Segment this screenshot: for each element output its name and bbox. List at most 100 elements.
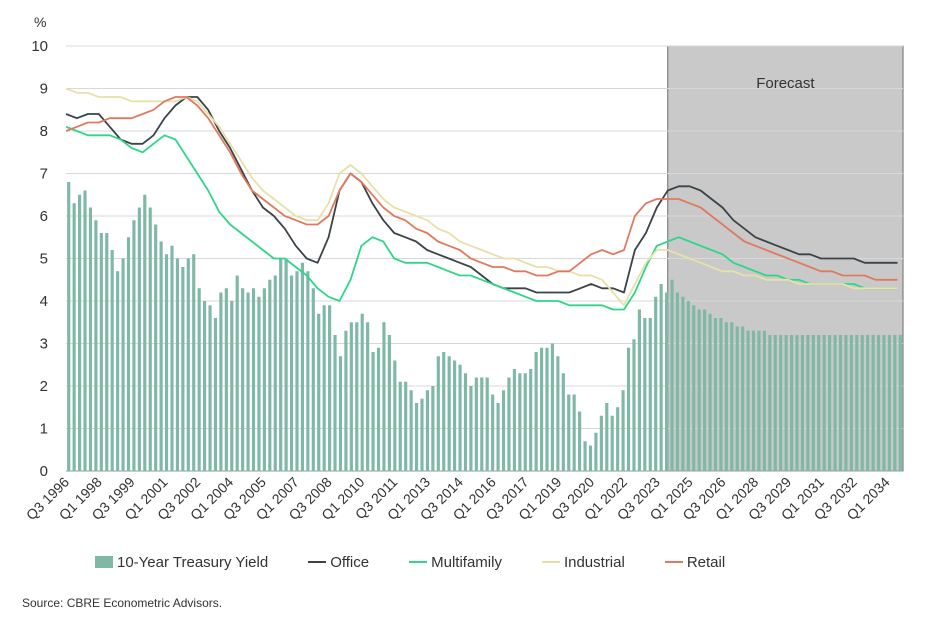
treasury-bar xyxy=(746,330,750,471)
legend-label: Industrial xyxy=(563,553,625,571)
legend-label: 10-Year Treasury Yield xyxy=(117,553,269,571)
treasury-bar xyxy=(529,369,533,471)
treasury-bar xyxy=(371,352,375,471)
treasury-bar xyxy=(175,258,179,471)
treasury-bar xyxy=(295,271,299,471)
treasury-bar xyxy=(741,326,745,471)
treasury-bar xyxy=(338,356,343,471)
treasury-bar xyxy=(659,284,663,471)
treasury-bar xyxy=(88,207,93,471)
treasury-bar xyxy=(768,335,772,471)
legend-item: Industrial xyxy=(541,553,625,571)
treasury-bar xyxy=(137,207,141,471)
treasury-bar xyxy=(605,403,609,471)
treasury-bar xyxy=(572,394,576,471)
treasury-bar xyxy=(279,258,283,471)
treasury-bar xyxy=(887,335,891,471)
forecast-label: Forecast xyxy=(756,75,815,92)
treasury-bar xyxy=(126,237,131,471)
treasury-bar xyxy=(257,296,261,471)
treasury-bar xyxy=(116,271,120,471)
treasury-bar xyxy=(241,288,245,471)
treasury-bar xyxy=(458,364,462,471)
treasury-bar xyxy=(735,326,739,471)
treasury-bar xyxy=(621,390,625,471)
treasury-bar xyxy=(784,335,788,471)
treasury-bar xyxy=(811,335,815,471)
treasury-bar xyxy=(121,258,125,471)
treasury-bar xyxy=(817,335,821,471)
treasury-bar xyxy=(469,386,473,471)
legend-item: 10-Year Treasury Yield xyxy=(95,554,268,571)
treasury-bar xyxy=(713,318,718,471)
treasury-bar xyxy=(409,390,413,471)
treasury-bar xyxy=(94,220,98,471)
source-note: Source: CBRE Econometric Advisors. xyxy=(22,596,223,610)
treasury-bar xyxy=(762,330,766,471)
y-tick-label: 4 xyxy=(40,293,48,310)
treasury-bar xyxy=(148,207,152,471)
legend-item: Office xyxy=(308,554,369,571)
treasury-bar xyxy=(72,203,76,471)
treasury-bar xyxy=(431,386,435,471)
treasury-bar xyxy=(251,288,256,471)
treasury-bar xyxy=(507,377,511,471)
treasury-bar xyxy=(333,335,337,471)
treasury-bar xyxy=(213,318,218,471)
treasury-bar xyxy=(838,335,843,471)
treasury-bar xyxy=(724,322,728,471)
treasury-bar xyxy=(501,390,506,471)
legend-label: Multifamily xyxy=(431,553,502,571)
y-tick-label: 9 xyxy=(40,81,48,98)
treasury-bar xyxy=(730,322,734,471)
treasury-bar xyxy=(610,415,614,471)
treasury-bar xyxy=(518,373,522,471)
treasury-bar xyxy=(197,288,201,471)
treasury-bar xyxy=(882,335,886,471)
treasury-bar xyxy=(322,305,326,471)
treasury-bar xyxy=(181,267,185,471)
series-line-retail xyxy=(65,96,898,281)
treasury-bar xyxy=(800,335,805,471)
legend-item: Multifamily xyxy=(409,554,502,571)
y-tick-label: 7 xyxy=(40,166,48,183)
treasury-bar xyxy=(871,335,875,471)
treasury-bar xyxy=(192,254,196,471)
treasury-bar xyxy=(648,318,652,471)
treasury-bar xyxy=(284,258,288,471)
treasury-bar xyxy=(224,288,228,471)
treasury-bar xyxy=(349,322,353,471)
treasury-bar xyxy=(616,407,620,471)
y-tick-label: 6 xyxy=(40,208,48,225)
y-tick-label: 1 xyxy=(40,421,48,438)
treasury-bar xyxy=(876,335,881,471)
treasury-bar xyxy=(306,271,310,471)
treasury-bar xyxy=(893,335,897,471)
treasury-bar xyxy=(164,254,169,471)
legend: 10-Year Treasury Yield Office Multifamily I… xyxy=(95,552,915,572)
treasury-bar xyxy=(154,224,158,471)
treasury-bar xyxy=(795,335,799,471)
treasury-bar xyxy=(578,411,582,471)
treasury-bar xyxy=(751,330,756,471)
treasury-bar xyxy=(311,288,315,471)
treasury-bar xyxy=(67,182,71,471)
series-line-industrial xyxy=(65,87,898,307)
treasury-bar xyxy=(703,309,707,471)
treasury-bar xyxy=(420,398,424,471)
treasury-bar xyxy=(404,381,408,471)
treasury-bar xyxy=(719,318,723,471)
treasury-bar xyxy=(366,322,370,471)
series-line-office xyxy=(65,96,898,294)
treasury-bar xyxy=(849,335,853,471)
treasury-bar xyxy=(300,262,305,471)
treasury-bar xyxy=(268,279,272,471)
legend-label: Retail xyxy=(686,553,726,571)
treasury-bar xyxy=(235,275,239,471)
legend-swatch xyxy=(409,561,428,563)
treasury-bar xyxy=(790,335,794,471)
treasury-bar xyxy=(376,347,381,471)
treasury-bar xyxy=(643,318,647,471)
treasury-bar xyxy=(442,352,446,471)
treasury-bar xyxy=(360,313,364,471)
